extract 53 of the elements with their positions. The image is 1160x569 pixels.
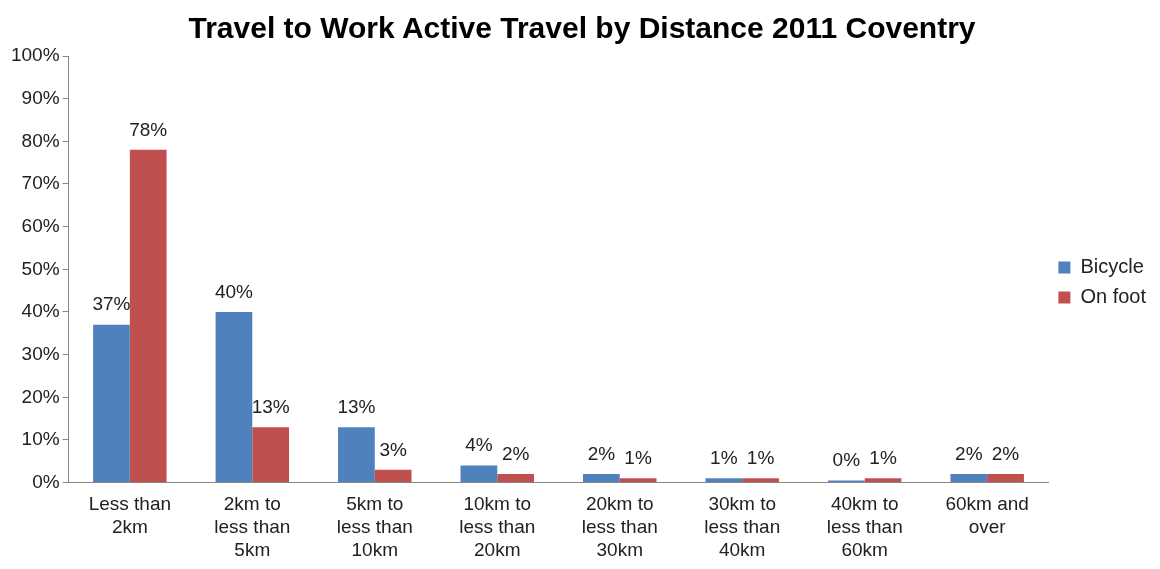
data-label: 1% [746,447,775,469]
legend-label: Bicycle [1080,255,1144,278]
y-tick-label: 70% [21,172,60,194]
data-label: 2% [587,442,616,464]
y-tick-label: 90% [21,86,60,108]
data-label: 13% [251,395,290,417]
data-label: 13% [337,395,376,417]
y-tick-label: 10% [21,428,60,450]
x-tick-label: 2km to less than 5km [214,493,291,560]
data-label: 2% [955,442,983,464]
bar [950,474,988,483]
data-label: 37% [92,293,131,315]
data-label: 78% [129,118,168,140]
data-label: 1% [869,447,897,469]
data-label: 40% [214,280,254,302]
bar [619,478,657,483]
bar [583,474,620,483]
bar [374,469,412,483]
data-label: 1% [624,447,652,469]
y-tick-label: 60% [21,214,60,236]
y-tick-label: 20% [21,385,60,407]
data-label: 2% [501,442,530,464]
data-label: 0% [832,449,861,471]
x-tick-label: 10km to less than 20km [459,493,536,560]
legend-label: On foot [1080,285,1147,308]
y-tick-label: 30% [21,342,60,364]
y-tick-label: 0% [32,470,60,492]
x-tick-label: 40km to less than 60km [826,493,903,560]
x-tick-label: 20km to less than 30km [581,493,658,560]
bar [742,478,779,483]
bar [864,478,902,483]
data-label: 1% [710,447,738,469]
bar [338,427,375,483]
bar [93,324,130,483]
y-tick-label: 100% [10,44,60,66]
x-tick-label: 30km to less than 40km [704,493,781,560]
x-tick-label: Less than 2km [88,493,172,538]
chart-title: Travel to Work Active Travel by Distance 2011 Coventry [188,11,976,45]
data-label: 3% [379,438,407,460]
x-tick-label: 60km and over [945,493,1029,538]
bar [252,427,290,483]
y-tick-label: 50% [21,257,60,279]
bar [460,465,498,483]
bar [215,311,253,483]
bar [987,474,1024,483]
bar [705,478,743,483]
y-tick-label: 40% [21,300,60,322]
y-tick-label: 80% [21,129,60,151]
data-label: 4% [465,434,493,456]
data-label: 2% [991,442,1020,464]
bar [497,474,534,483]
bar [129,149,167,483]
x-tick-label: 5km to less than 10km [336,493,413,560]
